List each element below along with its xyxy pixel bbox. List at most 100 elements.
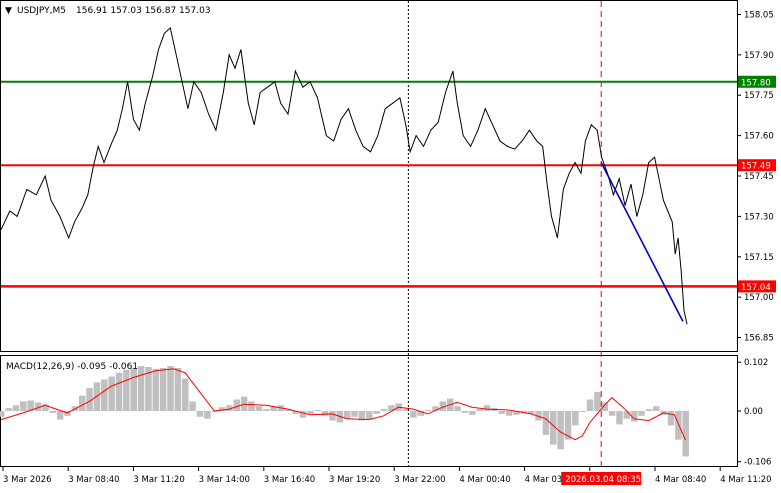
y-tick-label: 157.30 xyxy=(744,212,774,222)
macd-histogram-bar xyxy=(535,411,542,421)
x-tick-label: 3 Mar 11:20 xyxy=(133,475,184,485)
macd-histogram-bar xyxy=(572,411,579,426)
y-tick-label: 157.15 xyxy=(744,253,774,263)
level-price-tag-157.49 xyxy=(738,159,776,172)
cursor-time-tag xyxy=(561,472,642,485)
level-price-text: 157.80 xyxy=(741,78,771,88)
macd-histogram-bar xyxy=(285,409,292,411)
macd-histogram-bar xyxy=(211,411,218,412)
macd-histogram-bar xyxy=(5,408,12,411)
macd-histogram-bar xyxy=(586,399,594,411)
macd-tick-label: -0.106 xyxy=(744,458,771,468)
macd-histogram-bar xyxy=(0,411,5,417)
macd-histogram-bar xyxy=(101,379,108,411)
macd-histogram-bar xyxy=(410,411,417,418)
macd-histogram-bar xyxy=(682,411,689,457)
macd-histogram-bar xyxy=(402,409,410,411)
macd-histogram-bar xyxy=(34,402,42,411)
macd-histogram-bar xyxy=(653,406,660,411)
macd-histogram-bar xyxy=(152,368,160,411)
y-tick-label: 157.45 xyxy=(744,172,774,182)
level-price-text: 157.04 xyxy=(741,283,771,293)
macd-histogram-bar xyxy=(498,411,505,414)
macd-histogram-bar xyxy=(145,367,152,411)
y-tick-label: 157.60 xyxy=(744,132,774,142)
macd-histogram-bar xyxy=(49,411,57,413)
macd-histogram-bar xyxy=(108,376,115,411)
macd-histogram-bar xyxy=(608,411,616,416)
macd-histogram-bar xyxy=(12,405,20,411)
x-tick-label: 4 Mar 08:40 xyxy=(655,475,706,485)
macd-histogram-bar xyxy=(270,406,277,411)
x-tick-label: 3 Mar 08:40 xyxy=(68,475,119,485)
macd-histogram-bar xyxy=(233,399,241,411)
macd-tick-label: 0.102 xyxy=(744,358,768,368)
symbol-label: USDJPY,M5 xyxy=(17,6,66,16)
macd-histogram-bar xyxy=(27,400,34,411)
macd-histogram-bar xyxy=(123,369,130,411)
macd-histogram-bar xyxy=(667,411,675,426)
macd-histogram-bar xyxy=(623,411,631,419)
macd-histogram-bar xyxy=(527,411,535,414)
macd-histogram-bar xyxy=(299,411,307,418)
macd-histogram-bar xyxy=(461,411,469,413)
macd-histogram-bar xyxy=(373,411,380,414)
macd-histogram-bar xyxy=(351,411,358,417)
macd-histogram-bar xyxy=(594,391,601,411)
level-price-text: 157.49 xyxy=(741,162,771,172)
macd-histogram-bar xyxy=(550,411,557,445)
level-price-tag-157.80 xyxy=(738,75,776,88)
macd-histogram-bar xyxy=(638,411,645,416)
macd-histogram-bar xyxy=(329,411,336,421)
macd-histogram-bar xyxy=(432,406,439,411)
macd-histogram-bar xyxy=(454,406,461,411)
macd-header: MACD(12,26,9) -0.095 -0.061 xyxy=(6,362,138,372)
macd-histogram-bar xyxy=(483,405,491,411)
y-tick-label: 157.75 xyxy=(744,91,774,101)
macd-histogram-bar xyxy=(358,411,366,421)
x-tick-label: 3 Mar 19:20 xyxy=(329,475,380,485)
macd-histogram-bar xyxy=(343,411,351,419)
x-tick-label: 4 Mar 00:40 xyxy=(459,475,510,485)
ohlc-readout: 156.91 157.03 156.87 157.03 xyxy=(76,6,211,16)
macd-tick-label: 0.00 xyxy=(744,407,763,417)
x-tick-label: 3 Mar 16:40 xyxy=(264,475,315,485)
macd-histogram-bar xyxy=(366,411,373,420)
macd-histogram-bar xyxy=(115,372,123,411)
macd-histogram-bar xyxy=(630,411,638,422)
macd-histogram-bar xyxy=(174,367,182,411)
dropdown-triangle-icon[interactable]: ▼ xyxy=(5,6,12,16)
macd-histogram-bar xyxy=(616,411,623,425)
macd-histogram-bar xyxy=(159,367,167,411)
macd-histogram-bar xyxy=(56,411,64,420)
macd-histogram-bar xyxy=(248,401,255,411)
macd-histogram-bar xyxy=(439,401,447,411)
trend-line[interactable] xyxy=(600,162,684,322)
x-tick-label: 4 Mar 03:20 xyxy=(525,475,576,485)
main-chart-frame xyxy=(0,0,738,352)
macd-histogram-bar xyxy=(78,395,86,411)
macd-histogram-bar xyxy=(557,411,564,450)
y-tick-label: 158.05 xyxy=(744,10,774,20)
macd-histogram-bar xyxy=(167,366,174,411)
macd-histogram-bar xyxy=(137,366,145,411)
macd-histogram-bar xyxy=(130,367,137,411)
macd-histogram-bar xyxy=(417,411,425,416)
macd-histogram-bar xyxy=(542,411,550,435)
macd-histogram-bar xyxy=(196,411,204,417)
macd-histogram-bar xyxy=(307,411,314,414)
macd-histogram-bar xyxy=(255,406,263,411)
macd-histogram-bar xyxy=(469,411,476,415)
macd-histogram-bar xyxy=(513,411,520,415)
macd-histogram-bar xyxy=(564,411,572,440)
y-tick-label: 157.90 xyxy=(744,51,774,61)
macd-histogram-bar xyxy=(675,411,682,440)
x-tick-label: 3 Mar 2026 xyxy=(3,475,51,485)
macd-histogram-bar xyxy=(601,402,609,411)
macd-histogram-bar xyxy=(226,405,233,411)
macd-histogram-bar xyxy=(182,378,189,411)
macd-histogram-bar xyxy=(218,407,226,411)
macd-histogram-bar xyxy=(204,411,211,419)
